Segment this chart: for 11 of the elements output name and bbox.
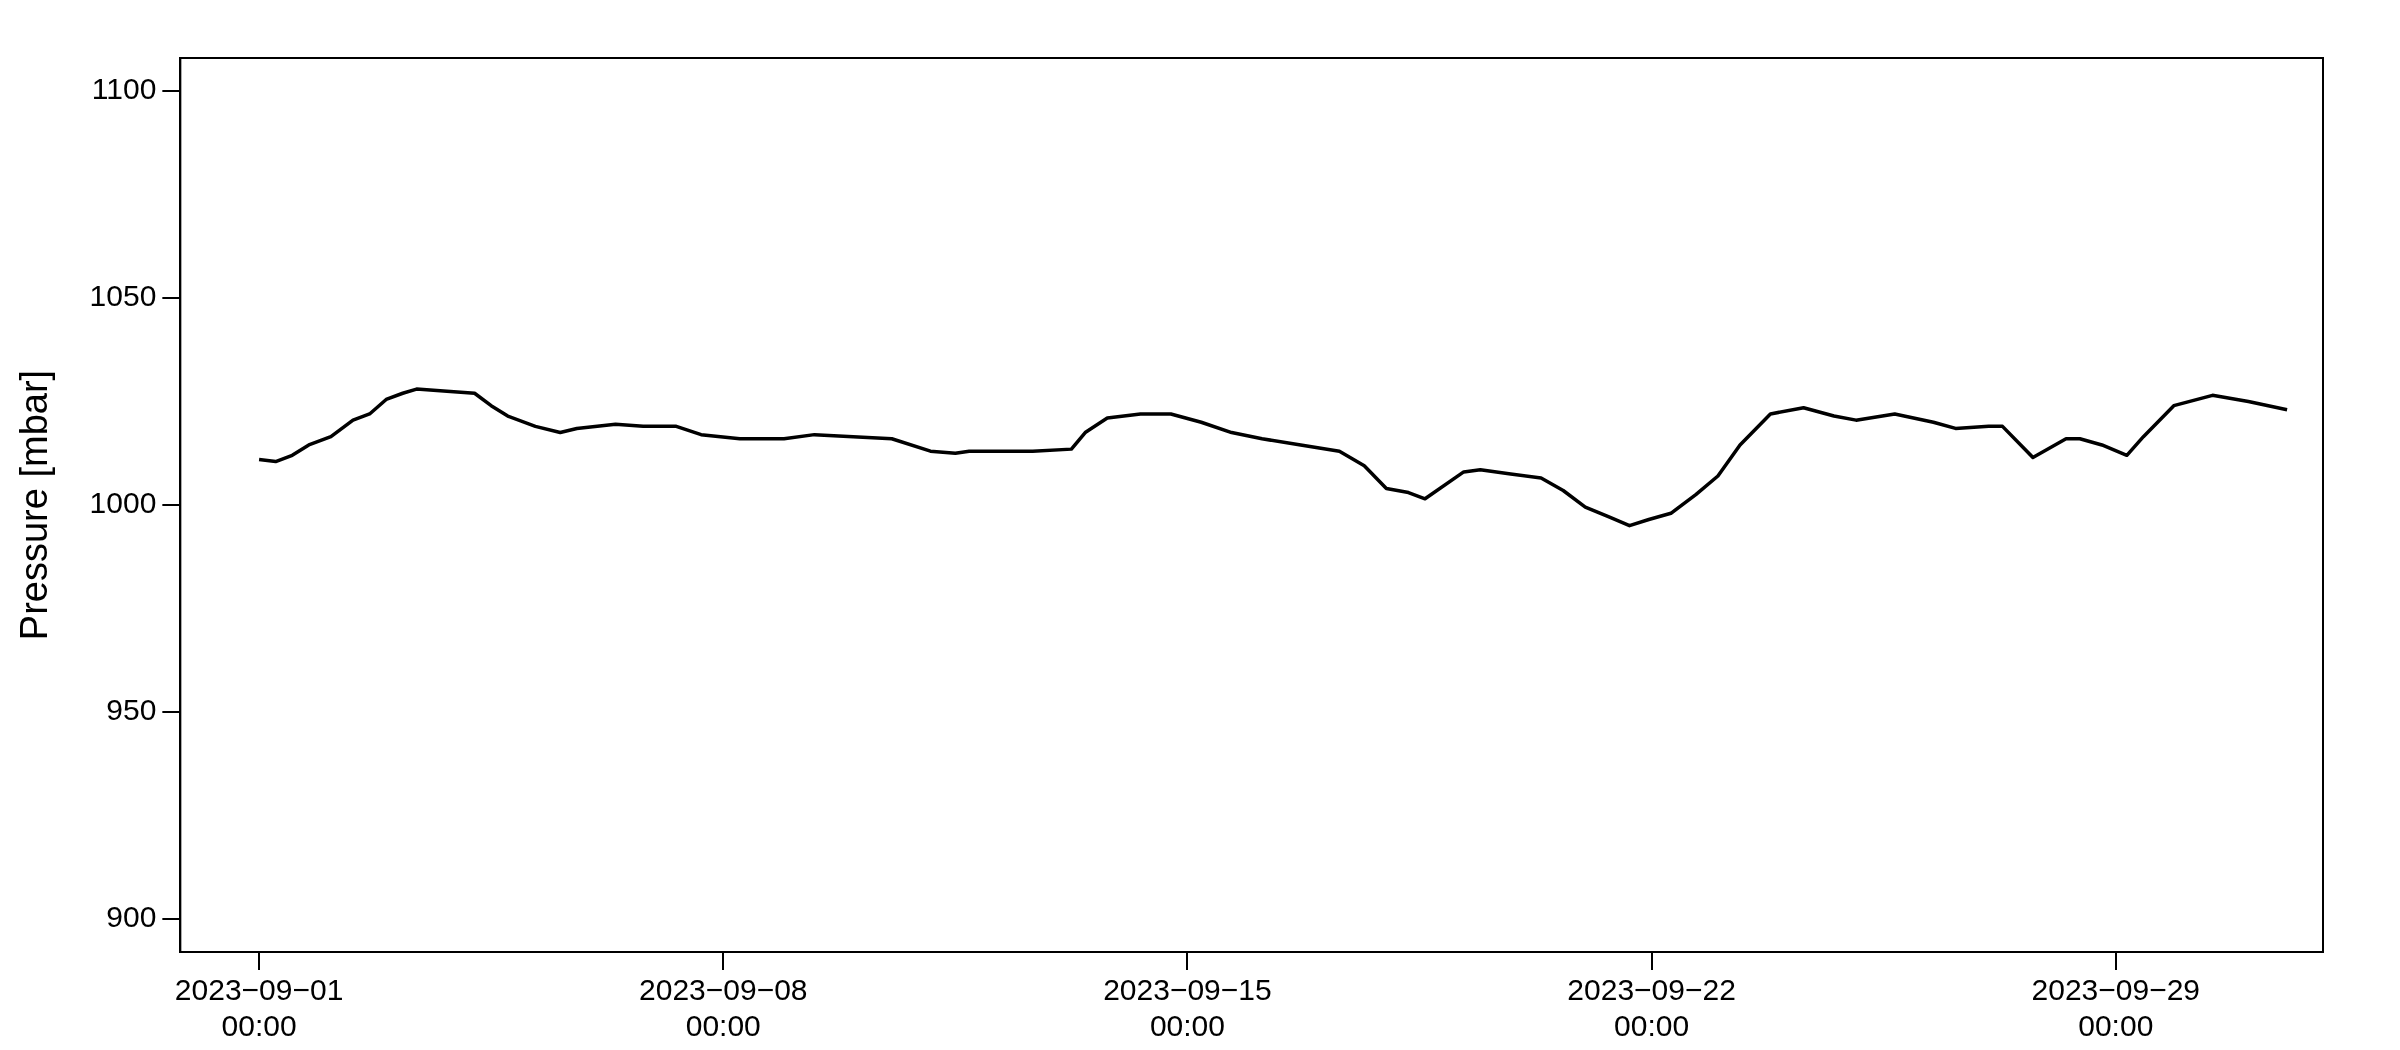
- y-tick-label: 900: [106, 900, 157, 934]
- x-tick-label: 2023−09−29 00:00: [2031, 973, 2201, 1043]
- x-tick-label: 2023−09−15 00:00: [1103, 973, 1272, 1043]
- y-tick-label: 1050: [89, 279, 157, 313]
- y-tick-label: 950: [106, 693, 157, 727]
- x-tick-label: 2023−09−01 00:00: [174, 973, 344, 1043]
- y-axis-title: Pressure [mbar]: [13, 369, 56, 641]
- y-tick-label: 1100: [91, 72, 157, 106]
- x-tick-label: 2023−09−08 00:00: [639, 973, 808, 1043]
- y-tick-label: 1000: [89, 486, 157, 520]
- x-tick-label: 2023−09−22 00:00: [1567, 973, 1736, 1043]
